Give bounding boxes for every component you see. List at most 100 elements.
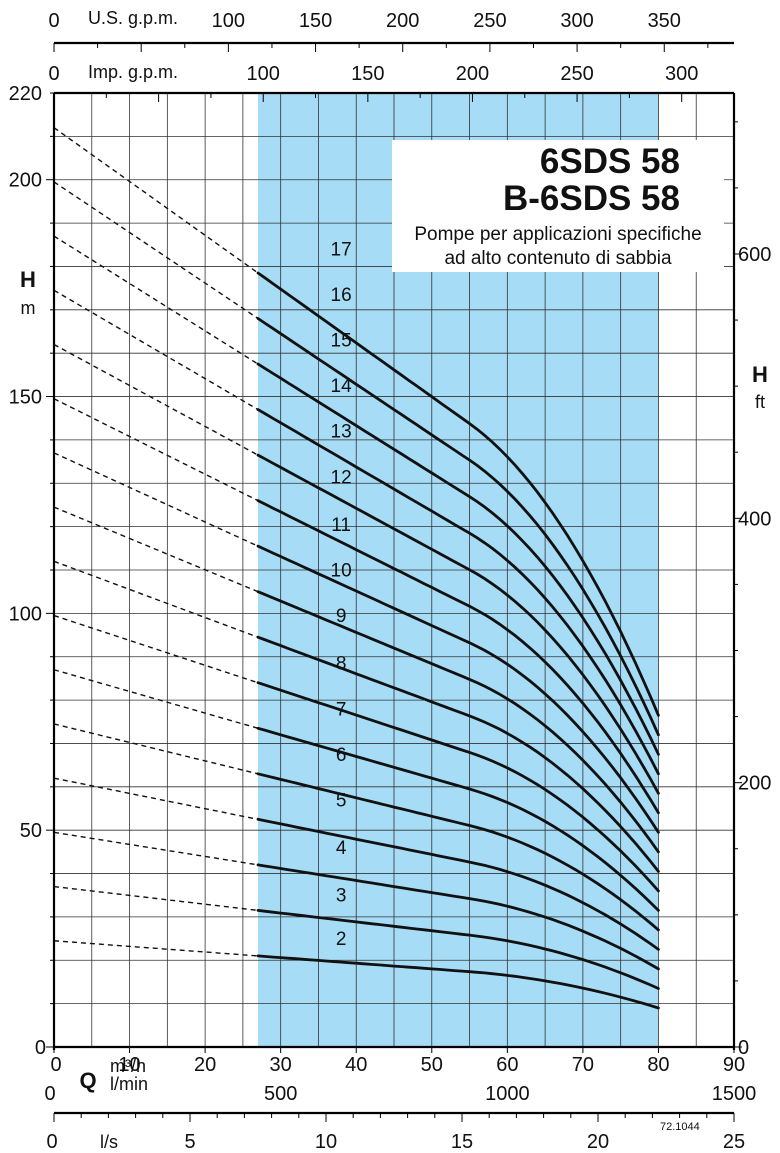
pump-curve-16 [256, 317, 660, 737]
pump-curve-14 [256, 408, 660, 776]
stage-label: 3 [336, 886, 347, 907]
x-tick-label: 80 [647, 1054, 669, 1076]
usgpm-tick-label: 150 [299, 10, 332, 32]
pump-curve-15 [256, 362, 660, 756]
figure-code: 72.1044 [660, 1121, 700, 1133]
pump-curves [53, 127, 660, 1010]
stage-label: 6 [336, 745, 347, 766]
ft-tick-label: 400 [738, 508, 771, 530]
pump-curve-7 [256, 726, 660, 912]
stage-label: 2 [336, 929, 347, 950]
title-box-background [392, 140, 724, 272]
x-tick-label: 30 [270, 1054, 292, 1076]
y-ft-axis-label: H [752, 362, 768, 387]
pump-curve-dashed-12 [53, 398, 259, 502]
chart-subtitle-1: Pompe per applicazioni specifiche [414, 224, 701, 245]
usgpm-tick-label: 100 [212, 10, 245, 32]
pump-curve-dashed-6 [53, 723, 259, 775]
y-tick-label: 220 [9, 83, 42, 105]
x-tick-label: 70 [572, 1054, 594, 1076]
ls-tick-label: 20 [587, 1131, 609, 1153]
impgpm-tick-label: 100 [247, 63, 280, 85]
lmin-axis-unit: l/min [110, 1074, 148, 1094]
impgpm-tick-label: 300 [665, 63, 698, 85]
pump-curve-dashed-9 [53, 560, 259, 638]
pump-curve-dashed-5 [53, 777, 259, 821]
ft-tick-label: 200 [738, 773, 771, 795]
usgpm-tick-label: 250 [473, 10, 506, 32]
ls-tick-label: 0 [46, 1131, 57, 1153]
usgpm-tick-label: 0 [48, 10, 59, 32]
pump-curve-dashed-17 [53, 127, 259, 274]
pump-curve-dashed-2 [53, 940, 259, 957]
y-axis-unit: m [21, 298, 36, 318]
pump-curve-5 [256, 817, 660, 951]
y-tick-label: 200 [9, 170, 42, 192]
pump-curve-8 [256, 681, 660, 893]
lmin-tick-label: 0 [44, 1083, 55, 1105]
lmin-tick-label: 500 [264, 1083, 297, 1105]
impgpm-tick-label: 150 [351, 63, 384, 85]
pump-curve-dashed-10 [53, 506, 259, 593]
pump-curve-dashed-13 [53, 343, 259, 456]
pump-curve-2 [256, 954, 660, 1010]
pump-curve-4 [256, 863, 660, 971]
stage-label: 9 [336, 606, 347, 627]
x-axis-unit: m³/h [110, 1056, 146, 1076]
lmin-tick-label: 1000 [485, 1083, 530, 1105]
y-tick-label: 150 [9, 387, 42, 409]
ft-tick-label: 600 [738, 244, 771, 266]
impgpm-axis-unit: Imp. g.p.m. [88, 62, 178, 82]
x-tick-label: 40 [345, 1054, 367, 1076]
pump-curve-dashed-4 [53, 831, 259, 866]
usgpm-tick-label: 350 [648, 10, 681, 32]
ls-axis-unit: l/s [100, 1132, 118, 1152]
ls-tick-label: 15 [451, 1131, 473, 1153]
stage-label: 10 [331, 561, 352, 582]
pump-curve-3 [256, 909, 660, 990]
pump-curve-dashed-14 [53, 289, 259, 411]
y-tick-label: 50 [20, 820, 42, 842]
stage-label: 4 [336, 838, 347, 859]
pump-curve-13 [256, 453, 660, 795]
chart-title: 6SDS 58 [540, 142, 680, 181]
lmin-tick-label: 1500 [712, 1083, 757, 1105]
stage-label: 15 [331, 331, 352, 352]
stage-label: 5 [336, 790, 347, 811]
pump-curve-dashed-16 [53, 181, 259, 320]
x-tick-label: 50 [421, 1054, 443, 1076]
stage-label: 12 [331, 467, 352, 488]
chart-subtitle-2: ad alto contenuto di sabbia [444, 248, 672, 269]
usgpm-tick-label: 200 [386, 10, 419, 32]
pump-curve-11 [256, 544, 660, 834]
pump-curve-12 [256, 499, 660, 815]
pump-curve-dashed-15 [53, 235, 259, 365]
pump-curve-dashed-11 [53, 452, 259, 547]
y-ft-axis-unit: ft [755, 392, 765, 412]
ls-tick-label: 10 [315, 1131, 337, 1153]
stage-label: 16 [331, 285, 352, 306]
pump-curve-10 [256, 590, 660, 854]
y-tick-label: 100 [9, 603, 42, 625]
impgpm-tick-label: 0 [48, 63, 59, 85]
x-tick-label: 10 [118, 1054, 140, 1076]
x-tick-label: 90 [723, 1054, 745, 1076]
y-tick-label: 0 [35, 1037, 46, 1059]
x-tick-label: 60 [496, 1054, 518, 1076]
stage-labels: 2 3 4 5 6 7 8 9 10 11 12 13 14 15 16 17 [331, 240, 353, 950]
y-axis-label: H [20, 267, 36, 292]
x-tick-label: 0 [50, 1054, 61, 1076]
stage-label: 8 [336, 654, 347, 675]
impgpm-tick-label: 250 [560, 63, 593, 85]
pump-curve-dashed-7 [53, 669, 259, 729]
stage-label: 17 [331, 240, 352, 261]
ls-tick-label: 25 [723, 1131, 745, 1153]
stage-label: 11 [331, 515, 351, 536]
stage-label: 7 [336, 699, 347, 720]
pump-curve-9 [256, 635, 660, 873]
stage-label: 13 [331, 422, 352, 443]
x-axis-label: Q [79, 1068, 96, 1093]
chart-title-2: B-6SDS 58 [503, 179, 680, 218]
